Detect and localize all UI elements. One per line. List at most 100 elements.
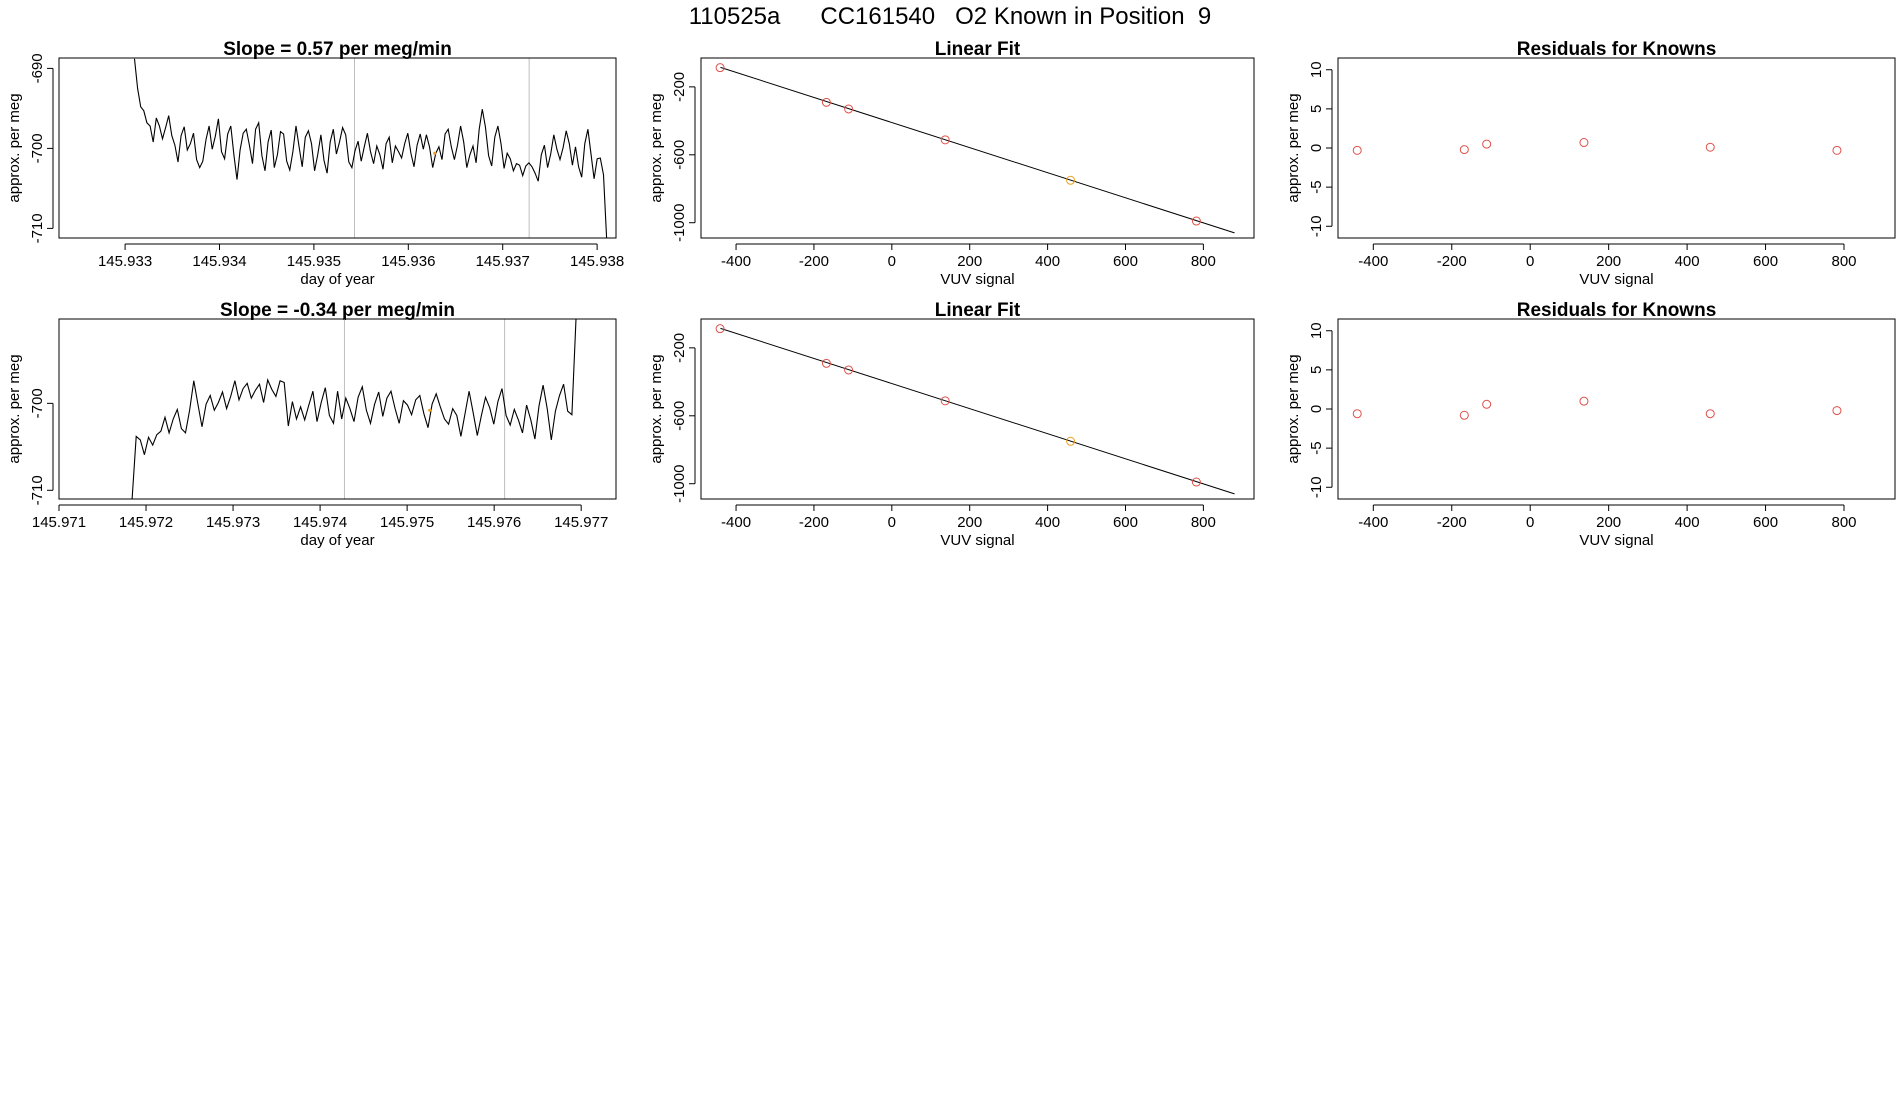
- x-tick-label: 0: [1526, 514, 1534, 531]
- x-axis-label: day of year: [300, 271, 374, 288]
- plot-frame: [58, 57, 617, 239]
- panel-title: Slope = -0.34 per meg/min: [220, 300, 455, 321]
- data-point: [1191, 477, 1201, 487]
- data-point: [1352, 145, 1362, 155]
- panel-ts1: Slope = 0.57 per meg/min 145.933 145.934 14…: [6, 39, 624, 288]
- data-point: [1066, 175, 1076, 185]
- x-tick-label: 800: [1831, 253, 1856, 270]
- x-tick-label: 0: [888, 514, 896, 531]
- series-line: [131, 319, 577, 499]
- y-tick-label: -600: [671, 140, 688, 170]
- x-tick-label: -200: [1437, 514, 1467, 531]
- panel-fit1: Linear Fit -400 -200 0 200 400 600 800 VUV signa…: [648, 39, 1255, 288]
- x-tick-label: 800: [1831, 514, 1856, 531]
- y-tick-label: 5: [1308, 105, 1325, 113]
- panel-ts2: Slope = -0.34 per meg/min 145.971 145.972 1…: [6, 300, 617, 549]
- x-tick-label: -400: [1358, 253, 1388, 270]
- x-tick-label: 400: [1035, 514, 1060, 531]
- fit-line: [720, 66, 1235, 234]
- plot-frame: [1337, 57, 1896, 239]
- x-axis-label: VUV signal: [940, 532, 1014, 549]
- data-point: [940, 396, 950, 406]
- plot-area: [1352, 396, 1842, 420]
- x-tick-label: 600: [1113, 253, 1138, 270]
- data-point: [1579, 138, 1589, 148]
- x-tick-label: 145.934: [192, 253, 246, 270]
- y-tick-label: -5: [1308, 180, 1325, 193]
- y-axis-label: approx. per meg: [1285, 354, 1302, 463]
- data-point: [1832, 145, 1842, 155]
- y-tick-label: 5: [1308, 366, 1325, 374]
- y-tick-label: 0: [1308, 405, 1325, 413]
- x-tick-label: 145.971: [32, 514, 86, 531]
- x-axis-label: day of year: [300, 532, 374, 549]
- plot-area: [131, 319, 577, 499]
- panel-title: Residuals for Knowns: [1517, 39, 1717, 60]
- plot-frame: [700, 318, 1255, 500]
- panel-res1: Residuals for Knowns -400 -200 0 200 400 600 80…: [1285, 39, 1896, 288]
- y-tick-label: -710: [29, 475, 46, 505]
- x-tick-label: 145.938: [570, 253, 624, 270]
- data-point: [844, 365, 854, 375]
- y-tick-label: -200: [671, 72, 688, 102]
- series-line: [133, 58, 608, 238]
- data-point: [1482, 399, 1492, 409]
- y-tick-label: 10: [1308, 322, 1325, 339]
- y-tick-label: -600: [671, 401, 688, 431]
- panel-title: Residuals for Knowns: [1517, 300, 1717, 321]
- y-axis-label: approx. per meg: [1285, 93, 1302, 202]
- y-tick-label: -10: [1308, 215, 1325, 237]
- x-tick-label: 800: [1191, 514, 1216, 531]
- x-tick-label: 600: [1753, 253, 1778, 270]
- x-tick-label: 600: [1753, 514, 1778, 531]
- data-point: [1066, 436, 1076, 446]
- highlight-point: [428, 408, 432, 412]
- panel-title: Linear Fit: [935, 300, 1021, 321]
- panel-res2: Residuals for Knowns -400 -200 0 200 400 600 80…: [1285, 300, 1896, 549]
- x-tick-label: 400: [1675, 514, 1700, 531]
- x-tick-label: 400: [1675, 253, 1700, 270]
- data-point: [715, 324, 725, 334]
- x-tick-label: 200: [957, 253, 982, 270]
- x-tick-label: 200: [1596, 514, 1621, 531]
- data-point: [1705, 142, 1715, 152]
- y-axis-label: approx. per meg: [648, 93, 665, 202]
- y-tick-label: -1000: [671, 465, 688, 503]
- panel-fit2: Linear Fit -400 -200 0 200 400 600 800 VUV signa…: [648, 300, 1255, 549]
- x-tick-label: 200: [957, 514, 982, 531]
- plot-area: [1352, 138, 1842, 155]
- x-tick-label: 0: [888, 253, 896, 270]
- plot-frame: [1337, 318, 1896, 500]
- x-axis-label: VUV signal: [1579, 271, 1653, 288]
- data-point: [940, 135, 950, 145]
- x-tick-label: -200: [1437, 253, 1467, 270]
- x-tick-label: 145.933: [98, 253, 152, 270]
- x-tick-label: 145.977: [554, 514, 608, 531]
- x-tick-label: 0: [1526, 253, 1534, 270]
- y-tick-label: -710: [29, 213, 46, 243]
- x-tick-label: 400: [1035, 253, 1060, 270]
- data-point: [1191, 216, 1201, 226]
- data-point: [1459, 410, 1469, 420]
- x-tick-label: 145.935: [287, 253, 341, 270]
- data-point: [821, 358, 831, 368]
- data-point: [1705, 409, 1715, 419]
- x-tick-label: 145.976: [467, 514, 521, 531]
- data-point: [821, 97, 831, 107]
- x-axis-label: VUV signal: [940, 271, 1014, 288]
- x-tick-label: -200: [799, 514, 829, 531]
- fit-line: [720, 327, 1235, 495]
- data-point: [844, 104, 854, 114]
- plot-area: [715, 324, 1235, 495]
- y-axis-label: approx. per meg: [648, 354, 665, 463]
- y-tick-label: -690: [29, 53, 46, 83]
- plot-frame: [700, 57, 1255, 239]
- panel-title: Linear Fit: [935, 39, 1021, 60]
- x-tick-label: -200: [799, 253, 829, 270]
- y-tick-label: -10: [1308, 476, 1325, 498]
- x-tick-label: 800: [1191, 253, 1216, 270]
- x-tick-label: 145.936: [381, 253, 435, 270]
- y-tick-label: 10: [1308, 61, 1325, 78]
- plot-area: [133, 58, 608, 238]
